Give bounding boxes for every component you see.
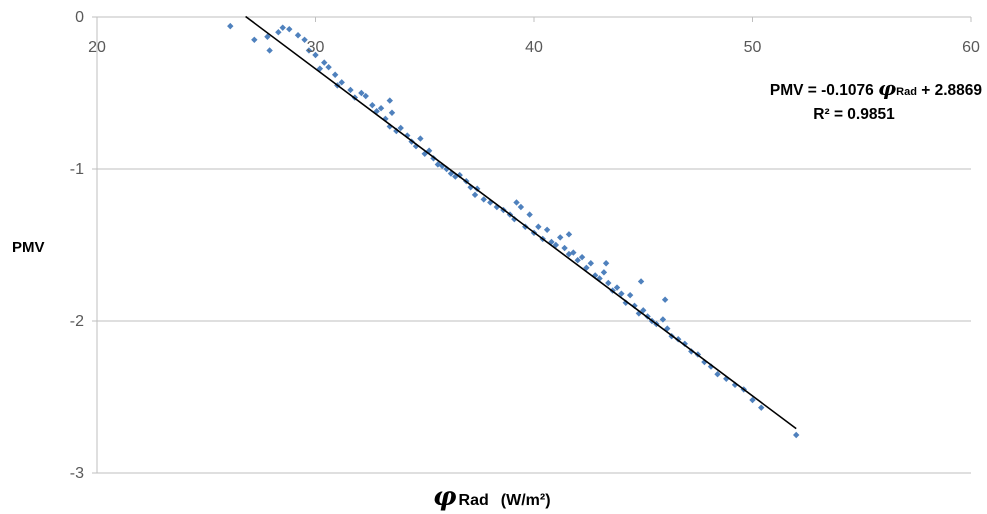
trendline: [245, 15, 797, 430]
data-point: [626, 291, 634, 299]
data-point: [640, 307, 647, 314]
data-point: [511, 215, 518, 223]
data-point: [388, 109, 396, 116]
data-point: [434, 161, 442, 168]
data-point: [681, 340, 688, 347]
data-point: [602, 260, 610, 267]
data-point: [456, 171, 463, 179]
data-point: [758, 404, 765, 411]
data-point: [312, 51, 319, 59]
y-tick-label-2: -2: [70, 313, 84, 330]
data-point: [471, 191, 479, 199]
x-axis-label-subscript: Rad: [459, 492, 489, 509]
equation-suffix: + 2.8869: [917, 82, 982, 99]
data-point: [793, 431, 800, 439]
data-point: [618, 290, 625, 297]
data-point: [513, 199, 520, 206]
data-point: [574, 257, 581, 264]
x-axis-label-unit: (W/m²): [501, 492, 551, 509]
data-point: [659, 316, 667, 323]
data-point: [386, 97, 393, 104]
data-point: [417, 135, 424, 142]
x-tick-label-3: 50: [744, 39, 762, 56]
data-point: [321, 59, 328, 66]
data-point: [377, 105, 385, 112]
data-point: [266, 47, 273, 54]
tick-labels: 0 -1 -2 -3 20 30 40 50 60: [70, 9, 980, 482]
data-point: [637, 278, 645, 285]
data-point: [701, 358, 708, 366]
data-point: [535, 223, 542, 230]
data-point: [369, 101, 376, 109]
r-squared-label: R² = 0.9851: [813, 106, 895, 123]
data-point: [382, 115, 389, 123]
data-point: [264, 33, 271, 40]
data-point: [286, 25, 293, 33]
x-tick-label-4: 60: [962, 39, 980, 56]
data-point: [552, 241, 560, 249]
data-point: [480, 196, 487, 203]
x-tick-label-1: 30: [307, 39, 325, 56]
data-point: [294, 32, 302, 39]
data-point: [557, 234, 564, 241]
data-point: [325, 63, 332, 71]
trendline-group: [245, 15, 797, 430]
data-point: [397, 124, 404, 132]
x-tick-label-2: 40: [525, 39, 543, 56]
equation-subscript: Rad: [896, 86, 917, 98]
data-point: [749, 396, 756, 404]
data-point: [251, 36, 258, 43]
y-axis-label: PMV: [12, 239, 45, 256]
data-point: [526, 211, 533, 218]
data-point: [227, 22, 234, 30]
y-tick-label-1: -1: [70, 161, 84, 178]
data-point: [447, 170, 455, 177]
data-point: [347, 86, 354, 94]
data-point: [543, 226, 551, 233]
data-point: [707, 363, 715, 370]
x-axis-label: φ Rad (W/m²): [433, 482, 551, 512]
data-point: [605, 279, 612, 287]
data-point: [570, 249, 577, 256]
data-point: [561, 244, 568, 252]
data-point: [279, 24, 286, 31]
data-point: [622, 299, 629, 306]
axes: [92, 16, 972, 474]
data-point: [393, 127, 400, 135]
equation-symbol: φ: [878, 76, 896, 100]
data-point: [305, 47, 313, 54]
data-point: [578, 253, 586, 261]
data-point: [362, 92, 369, 100]
data-point: [358, 89, 365, 97]
data-point: [688, 348, 695, 355]
data-point: [661, 296, 669, 303]
y-tick-label-3: -3: [70, 465, 84, 482]
data-point: [600, 269, 608, 276]
data-point: [596, 275, 603, 282]
data-point: [487, 199, 494, 206]
x-axis-label-symbol: φ: [433, 482, 457, 512]
data-point: [331, 71, 339, 78]
data-point: [517, 203, 525, 211]
data-point: [583, 264, 590, 271]
data-point: [565, 231, 573, 238]
data-point: [301, 36, 308, 43]
data-point: [275, 29, 282, 36]
equation-prefix: PMV = -0.1076: [770, 82, 878, 99]
gridlines: [97, 168, 971, 474]
data-point: [587, 260, 595, 267]
y-tick-label-0: 0: [75, 9, 84, 26]
data-point: [714, 371, 721, 378]
data-point: [591, 272, 599, 279]
data-point: [613, 284, 621, 291]
data-points: [227, 22, 800, 439]
trendline-equation: PMV = -0.1076 φRad + 2.8869: [770, 76, 982, 100]
data-point: [338, 79, 345, 86]
x-tick-label-0: 20: [88, 39, 106, 56]
